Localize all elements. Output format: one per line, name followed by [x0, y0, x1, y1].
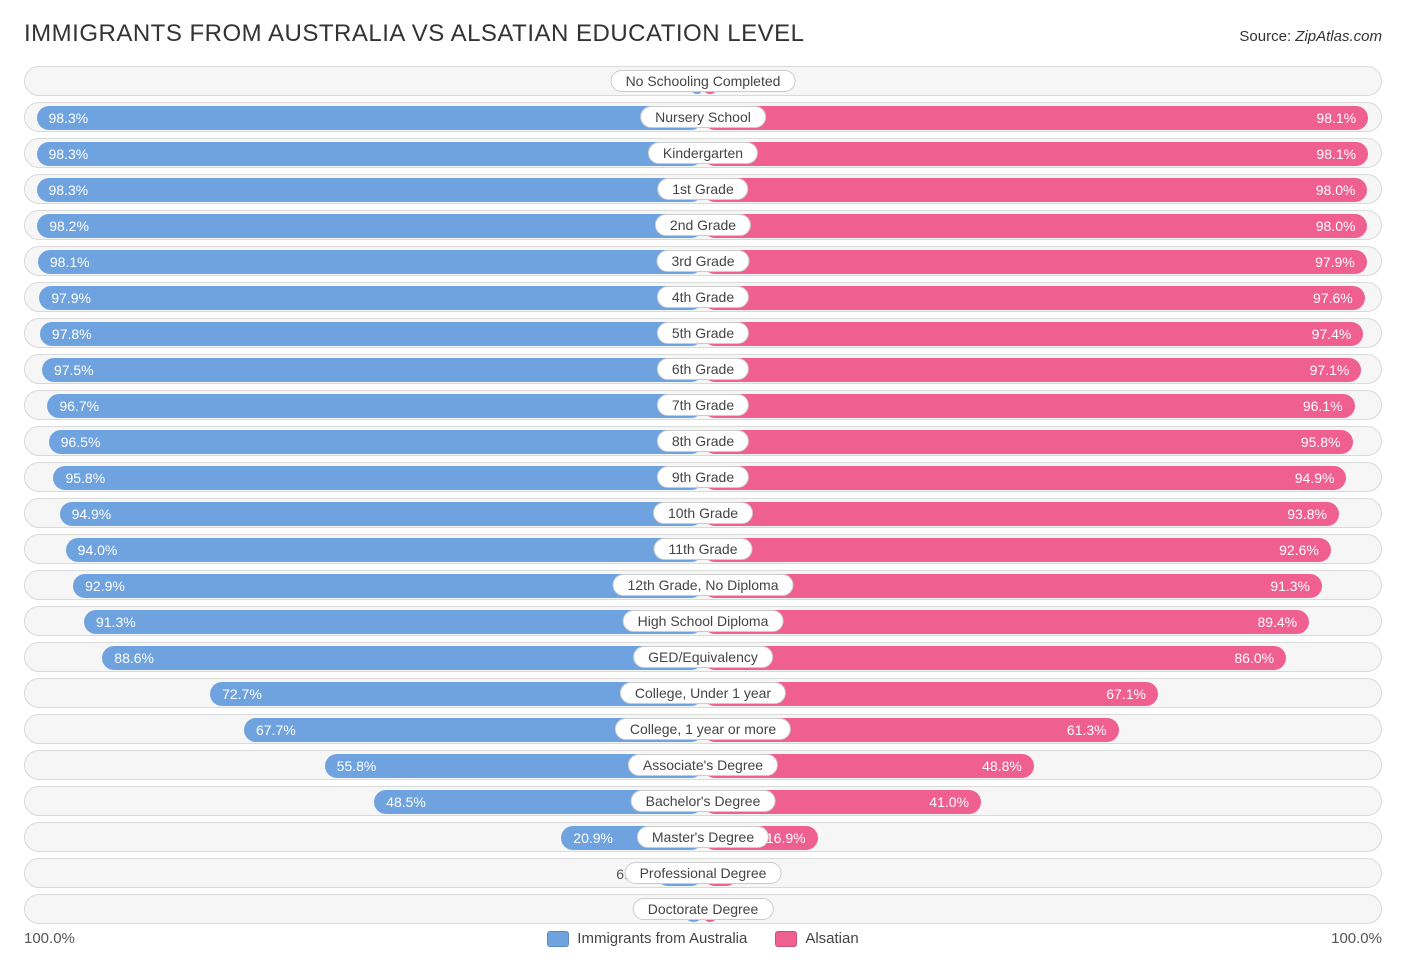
- pct-left: 94.9%: [60, 499, 703, 529]
- pct-left: 97.8%: [40, 319, 703, 349]
- pct-left: 98.3%: [37, 139, 703, 169]
- category-label: 8th Grade: [657, 430, 749, 452]
- pct-right: 91.3%: [703, 571, 1322, 601]
- category-label: Nursery School: [640, 106, 766, 128]
- source-label: Source:: [1239, 28, 1295, 45]
- chart-row: 98.3%98.1%Nursery School: [24, 102, 1382, 132]
- legend-label-left: Immigrants from Australia: [577, 930, 747, 947]
- category-label: Kindergarten: [648, 142, 758, 164]
- category-label: High School Diploma: [623, 610, 784, 632]
- legend: Immigrants from Australia Alsatian: [547, 930, 858, 947]
- category-label: 7th Grade: [657, 394, 749, 416]
- pct-left: 91.3%: [84, 607, 703, 637]
- legend-item-left: Immigrants from Australia: [547, 930, 747, 947]
- category-label: 2nd Grade: [655, 214, 751, 236]
- chart-row: 2.8%2.1%Doctorate Degree: [24, 894, 1382, 924]
- category-label: 5th Grade: [657, 322, 749, 344]
- pct-left: 97.5%: [42, 355, 703, 385]
- pct-left: 96.5%: [49, 427, 703, 457]
- category-label: Professional Degree: [625, 862, 782, 884]
- pct-right: 97.1%: [703, 355, 1361, 385]
- pct-right: 86.0%: [703, 643, 1286, 673]
- chart-row: 97.5%97.1%6th Grade: [24, 354, 1382, 384]
- category-label: 9th Grade: [657, 466, 749, 488]
- legend-item-right: Alsatian: [775, 930, 858, 947]
- pct-right: 96.1%: [703, 391, 1355, 421]
- chart-row: 92.9%91.3%12th Grade, No Diploma: [24, 570, 1382, 600]
- category-label: 3rd Grade: [656, 250, 749, 272]
- chart-row: 98.2%98.0%2nd Grade: [24, 210, 1382, 240]
- chart-row: 98.1%97.9%3rd Grade: [24, 246, 1382, 276]
- category-label: 4th Grade: [657, 286, 749, 308]
- chart-row: 6.9%5.2%Professional Degree: [24, 858, 1382, 888]
- chart-row: 55.8%48.8%Associate's Degree: [24, 750, 1382, 780]
- category-label: 11th Grade: [653, 538, 752, 560]
- pct-right: 97.4%: [703, 319, 1363, 349]
- category-label: 6th Grade: [657, 358, 749, 380]
- category-label: No Schooling Completed: [611, 70, 796, 92]
- chart-title: IMMIGRANTS FROM AUSTRALIA VS ALSATIAN ED…: [24, 20, 804, 48]
- category-label: College, 1 year or more: [615, 718, 791, 740]
- chart-row: 96.7%96.1%7th Grade: [24, 390, 1382, 420]
- pct-right: 98.0%: [703, 175, 1367, 205]
- pct-right: 94.9%: [703, 463, 1346, 493]
- chart-row: 98.3%98.0%1st Grade: [24, 174, 1382, 204]
- pct-right: 89.4%: [703, 607, 1309, 637]
- pct-left: 88.6%: [102, 643, 703, 673]
- pct-left: 98.2%: [37, 211, 703, 241]
- pct-left: 98.3%: [37, 103, 703, 133]
- pct-left: 97.9%: [39, 283, 703, 313]
- chart-row: 94.9%93.8%10th Grade: [24, 498, 1382, 528]
- chart-footer: 100.0% Immigrants from Australia Alsatia…: [24, 930, 1382, 947]
- pct-right: 98.1%: [703, 103, 1368, 133]
- chart-row: 20.9%16.9%Master's Degree: [24, 822, 1382, 852]
- pct-right: 95.8%: [703, 427, 1353, 457]
- chart-row: 97.8%97.4%5th Grade: [24, 318, 1382, 348]
- chart-row: 88.6%86.0%GED/Equivalency: [24, 642, 1382, 672]
- axis-left-max: 100.0%: [24, 930, 75, 947]
- pct-left: 96.7%: [47, 391, 703, 421]
- chart-row: 72.7%67.1%College, Under 1 year: [24, 678, 1382, 708]
- pct-right: 93.8%: [703, 499, 1339, 529]
- chart-row: 97.9%97.6%4th Grade: [24, 282, 1382, 312]
- category-label: College, Under 1 year: [620, 682, 786, 704]
- header: IMMIGRANTS FROM AUSTRALIA VS ALSATIAN ED…: [24, 20, 1382, 48]
- pct-left: 94.0%: [66, 535, 703, 565]
- pct-right: 98.1%: [703, 139, 1368, 169]
- chart-row: 96.5%95.8%8th Grade: [24, 426, 1382, 456]
- pct-right: 97.9%: [703, 247, 1367, 277]
- legend-label-right: Alsatian: [805, 930, 858, 947]
- pct-left: 95.8%: [53, 463, 703, 493]
- category-label: Bachelor's Degree: [631, 790, 776, 812]
- category-label: 1st Grade: [657, 178, 748, 200]
- chart-row: 98.3%98.1%Kindergarten: [24, 138, 1382, 168]
- chart-row: 94.0%92.6%11th Grade: [24, 534, 1382, 564]
- category-label: Master's Degree: [637, 826, 769, 848]
- chart-row: 1.7%2.0%No Schooling Completed: [24, 66, 1382, 96]
- pct-right: 97.6%: [703, 283, 1365, 313]
- chart-row: 48.5%41.0%Bachelor's Degree: [24, 786, 1382, 816]
- category-label: 10th Grade: [653, 502, 753, 524]
- category-label: 12th Grade, No Diploma: [613, 574, 794, 596]
- legend-swatch-right: [775, 931, 797, 947]
- diverging-bar-chart: 1.7%2.0%No Schooling Completed98.3%98.1%…: [24, 66, 1382, 924]
- source-value: ZipAtlas.com: [1295, 28, 1382, 45]
- category-label: Associate's Degree: [628, 754, 778, 776]
- category-label: GED/Equivalency: [633, 646, 773, 668]
- category-label: Doctorate Degree: [633, 898, 774, 920]
- axis-right-max: 100.0%: [1331, 930, 1382, 947]
- pct-left: 98.3%: [37, 175, 703, 205]
- legend-swatch-left: [547, 931, 569, 947]
- source-credit: Source: ZipAtlas.com: [1239, 28, 1382, 45]
- chart-row: 91.3%89.4%High School Diploma: [24, 606, 1382, 636]
- pct-right: 98.0%: [703, 211, 1367, 241]
- pct-left: 92.9%: [73, 571, 703, 601]
- pct-left: 98.1%: [38, 247, 703, 277]
- pct-right: 92.6%: [703, 535, 1331, 565]
- chart-row: 67.7%61.3%College, 1 year or more: [24, 714, 1382, 744]
- chart-row: 95.8%94.9%9th Grade: [24, 462, 1382, 492]
